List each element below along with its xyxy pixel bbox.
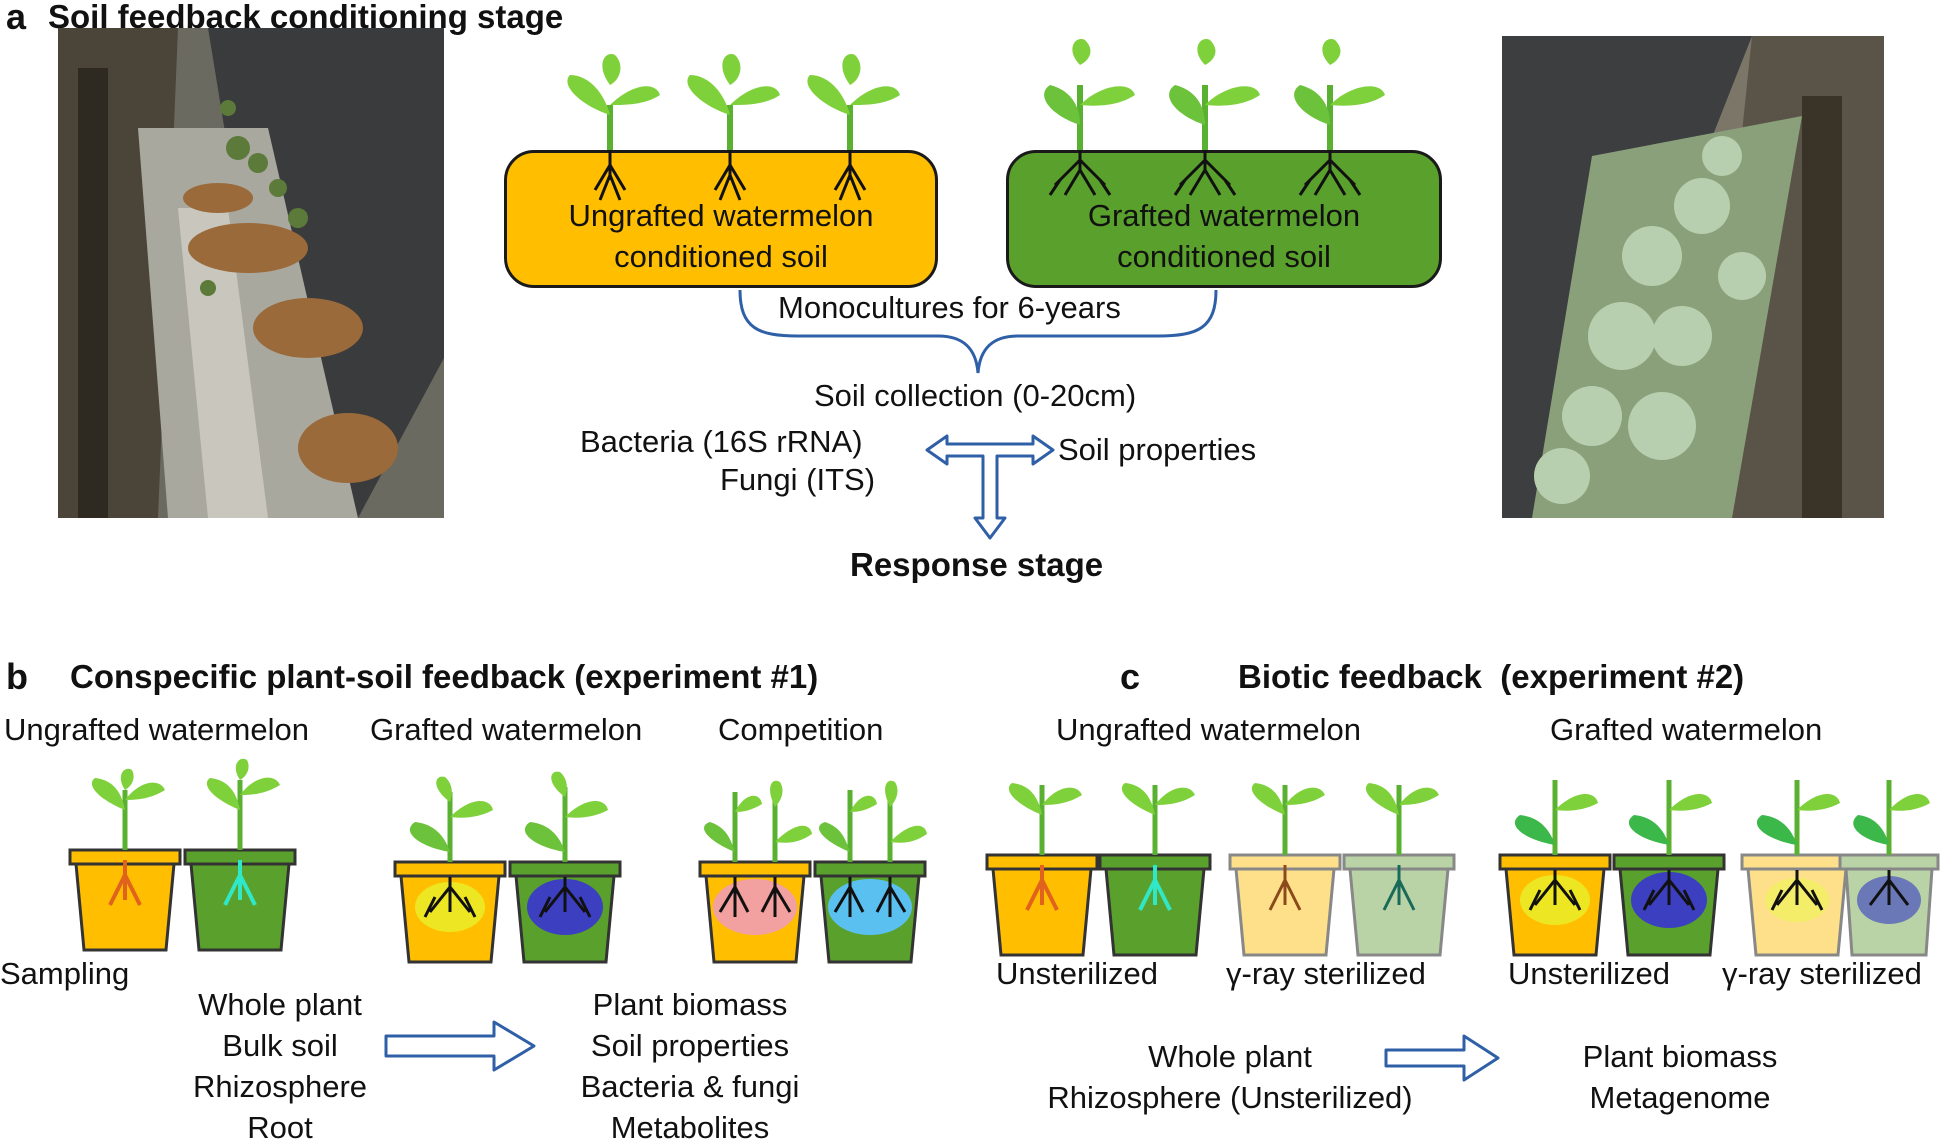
panel-c-samples: Whole plant Rhizosphere (Unsterilized): [1010, 1036, 1450, 1118]
pot-icon: [183, 758, 297, 952]
sample-bulk-soil: Bulk soil: [222, 1028, 338, 1063]
field-photo-grafted: [1502, 36, 1884, 518]
monoculture-label: Monocultures for 6-years: [778, 290, 1121, 325]
field-photo-ungrafted: [58, 28, 444, 518]
bacteria-label: Bacteria (16S rRNA): [580, 424, 863, 459]
ungrafted-soil-box: Ungrafted watermelon conditioned soil: [504, 150, 938, 288]
panel-b-letter: b: [6, 656, 28, 697]
treatment-sterilized-ungrafted: γ-ray sterilized: [1226, 956, 1426, 991]
pot-icon: [813, 780, 927, 964]
pot-icon: [393, 776, 507, 964]
panel-c-arrow-icon: [1384, 1034, 1500, 1082]
panel-b-group-grafted: Grafted watermelon: [370, 712, 643, 747]
ungrafted-box-line2: conditioned soil: [614, 238, 828, 274]
panel-b-title: Conspecific plant-soil feedback (experim…: [70, 658, 819, 695]
c-measure-plant-biomass: Plant biomass: [1582, 1039, 1778, 1074]
panel-b-samples: Whole plant Bulk soil Rhizosphere Root: [150, 984, 410, 1148]
sample-rhizosphere: Rhizosphere: [192, 1069, 368, 1104]
c-sample-rhizosphere: Rhizosphere (Unsterilized): [1047, 1080, 1413, 1115]
c-measure-metagenome: Metagenome: [1589, 1080, 1771, 1115]
roots-grafted: [1048, 150, 1362, 196]
sample-whole-plant: Whole plant: [198, 987, 362, 1022]
pot-icon: [698, 780, 812, 964]
grafted-box-line2: conditioned soil: [1117, 238, 1331, 274]
monoculture-brace: [738, 289, 1218, 374]
panel-c-pots: [985, 780, 1940, 957]
response-stage-label: Response stage: [850, 546, 1104, 583]
pot-icon: [508, 771, 622, 964]
panel-c-group-ungrafted: Ungrafted watermelon: [1056, 712, 1361, 747]
pot-icon: [1342, 783, 1456, 957]
measure-bacteria-fungi: Bacteria & fungi: [580, 1069, 800, 1104]
t-arrow-icon: [925, 434, 1055, 540]
seedling-icon: [1044, 39, 1135, 185]
pot-icon: [1228, 783, 1342, 957]
pot-icon: [1498, 780, 1612, 957]
measure-plant-biomass: Plant biomass: [592, 987, 788, 1022]
pot-icon: [1612, 780, 1726, 957]
panel-c-letter: c: [1120, 656, 1141, 697]
pot-icon: [1740, 780, 1854, 957]
fungi-label: Fungi (ITS): [720, 462, 876, 497]
pot-icon: [1098, 783, 1212, 957]
pot-icon: [68, 768, 182, 952]
measure-soil-properties: Soil properties: [590, 1028, 790, 1063]
roots-ungrafted: [593, 150, 867, 201]
panel-b-pots: [68, 758, 927, 964]
panel-b-group-ungrafted: Ungrafted watermelon: [4, 712, 309, 747]
measure-metabolites: Metabolites: [610, 1110, 770, 1145]
soil-collection-label: Soil collection (0-20cm): [814, 378, 1137, 413]
panel-c-title: Biotic feedback (experiment #2): [1238, 658, 1745, 695]
soil-properties-label: Soil properties: [1058, 432, 1257, 467]
treatment-unsterilized-grafted: Unsterilized: [1508, 956, 1670, 991]
c-sample-whole-plant: Whole plant: [1148, 1039, 1312, 1074]
pot-icon: [1838, 780, 1940, 957]
panel-b-arrow-icon: [384, 1020, 536, 1072]
panel-c-group-grafted: Grafted watermelon: [1550, 712, 1823, 747]
sample-root: Root: [247, 1110, 313, 1145]
seedling-icon: [567, 54, 660, 185]
sampling-label: Sampling: [0, 956, 130, 991]
treatment-sterilized-grafted: γ-ray sterilized: [1722, 956, 1922, 991]
pot-icon: [985, 783, 1099, 957]
panel-c-measures: Plant biomass Metagenome: [1530, 1036, 1830, 1118]
panel-a-letter: a: [6, 0, 27, 37]
treatment-unsterilized-ungrafted: Unsterilized: [996, 956, 1158, 991]
panel-b-group-competition: Competition: [718, 712, 884, 747]
ungrafted-box-line1: Ungrafted watermelon: [568, 198, 874, 234]
top-seedlings-grafted: [1044, 39, 1385, 185]
grafted-box-line1: Grafted watermelon: [1087, 198, 1361, 234]
panel-b-measures: Plant biomass Soil properties Bacteria &…: [550, 984, 830, 1148]
